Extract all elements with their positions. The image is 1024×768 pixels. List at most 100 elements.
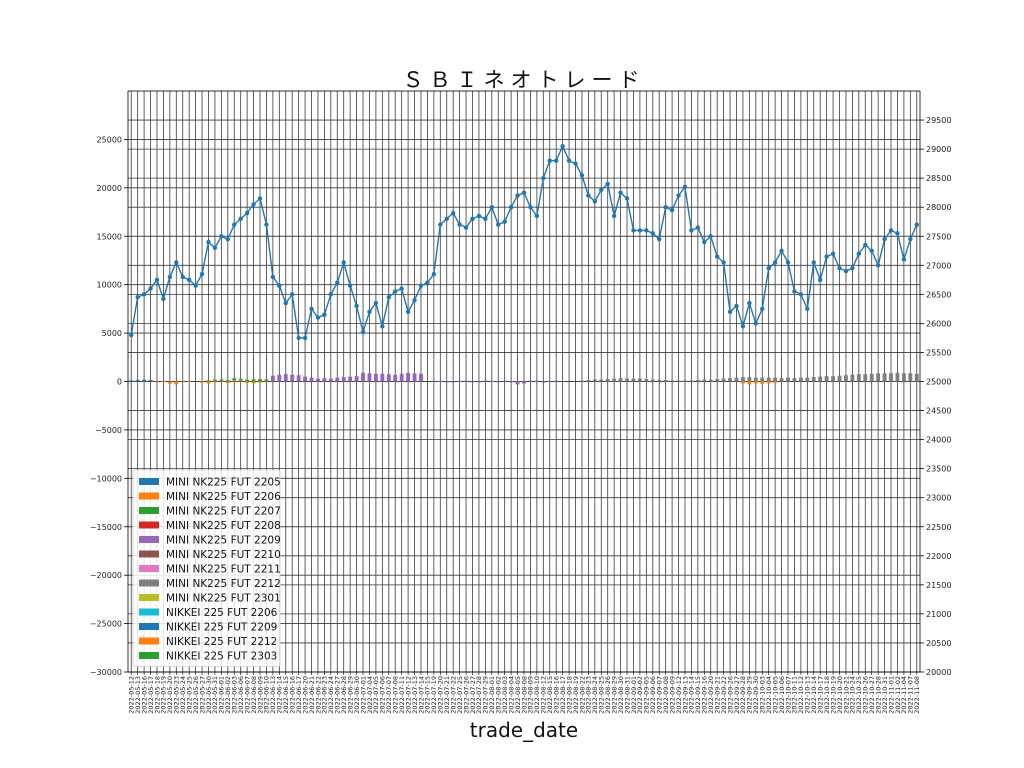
price-point [167, 274, 173, 280]
price-point [315, 315, 321, 320]
x-tick-label: 2022-05-13 [134, 676, 142, 714]
price-point [322, 312, 327, 317]
x-tick-label: 2022-08-25 [598, 676, 606, 714]
y-axis-left: −30000 −25000 −20000 −15000 −10000 −5000 0 5000… [90, 135, 128, 677]
x-tick-label: 2022-06-14 [276, 676, 284, 714]
x-tick-label: 2022-09-28 [739, 676, 747, 714]
x-tick-label: 2022-06-10 [263, 676, 271, 714]
bar [219, 379, 224, 381]
bar [766, 377, 771, 382]
price-point [373, 300, 379, 306]
bar [206, 381, 211, 384]
legend-label: NIKKEI 225 FUT 2206 [166, 607, 278, 619]
price-point [856, 251, 862, 256]
bar [856, 374, 861, 382]
x-tick-label: 2022-09-06 [649, 676, 657, 714]
price-point [367, 309, 372, 314]
bar [702, 379, 707, 382]
price-point [219, 234, 224, 239]
price-point [908, 236, 913, 242]
price-point [772, 260, 778, 265]
bar [753, 377, 758, 382]
bar [341, 377, 346, 382]
bar [225, 380, 230, 382]
bar [876, 373, 881, 382]
x-tick-label: 2022-08-12 [540, 676, 548, 714]
y2-tick-label: 22500 [926, 523, 951, 532]
price-point [283, 300, 288, 306]
bar [547, 380, 552, 382]
x-tick-label: 2022-10-18 [823, 676, 831, 714]
price-point [528, 205, 533, 210]
price-point [154, 277, 160, 283]
x-tick-label: 2022-05-25 [185, 676, 193, 714]
x-tick-label: 2022-06-22 [314, 676, 322, 714]
x-tick-label: 2022-07-05 [372, 676, 380, 714]
x-tick-label: 2022-07-12 [404, 676, 412, 714]
bar [251, 381, 256, 384]
bar [515, 381, 520, 385]
bar [592, 379, 597, 382]
y2-tick-label: 21500 [926, 581, 951, 590]
x-tick-label: 2022-11-02 [894, 676, 902, 714]
price-point [824, 254, 829, 259]
bar [431, 380, 436, 382]
x-tick-label: 2022-10-20 [836, 676, 844, 714]
legend-label: MINI NK225 FUT 2205 [166, 477, 281, 489]
x-tick-label: 2022-08-01 [488, 676, 496, 714]
bar [631, 378, 636, 382]
bar [212, 380, 217, 382]
x-tick-label: 2022-08-15 [546, 676, 554, 714]
price-point [341, 260, 346, 265]
legend-label: MINI NK225 FUT 2209 [166, 535, 281, 547]
y2-tick-label: 21000 [926, 610, 951, 619]
price-point [611, 213, 617, 219]
price-point [302, 335, 308, 341]
x-tick-label: 2022-09-15 [694, 676, 702, 714]
bar [612, 378, 617, 382]
price-point [277, 283, 282, 288]
legend-swatch [139, 637, 159, 645]
price-point [676, 193, 681, 198]
bar [676, 380, 681, 382]
price-point [483, 216, 488, 222]
x-tick-label: 2022-06-15 [282, 676, 290, 714]
bar [419, 373, 423, 382]
y2-tick-label: 28000 [926, 203, 951, 212]
x-tick-label: 2022-07-19 [430, 676, 438, 714]
bar [528, 380, 533, 382]
x-tick-label: 2022-08-31 [623, 676, 631, 714]
price-point [309, 306, 314, 312]
bar [502, 380, 507, 382]
x-tick-label: 2022-08-05 [514, 676, 522, 714]
y2-tick-label: 24000 [926, 436, 951, 445]
x-tick-label: 2022-09-05 [643, 676, 651, 714]
x-tick-label: 2022-06-30 [353, 676, 361, 714]
bar [270, 375, 275, 382]
bar [650, 379, 655, 382]
price-point [289, 292, 295, 297]
bar [644, 379, 649, 382]
price-point [541, 175, 546, 181]
price-point [212, 245, 218, 251]
x-tick-label: 2022-09-16 [701, 676, 709, 714]
price-point [663, 205, 668, 210]
x-tick-label: 2022-09-20 [707, 676, 715, 714]
bar [657, 380, 662, 382]
bar [708, 379, 713, 382]
bar [580, 380, 584, 382]
bar [786, 377, 790, 382]
x-tick-label: 2022-08-23 [585, 676, 593, 714]
x-tick-label: 2022-10-07 [784, 676, 792, 714]
x-tick-label: 2022-08-22 [578, 676, 586, 714]
x-tick-label: 2022-09-01 [630, 676, 638, 714]
x-tick-label: 2022-06-27 [334, 676, 342, 714]
y2-tick-label: 20000 [926, 668, 951, 677]
price-point [869, 248, 874, 253]
bar [766, 381, 771, 384]
bar [444, 381, 449, 383]
x-tick-label: 2022-06-23 [321, 676, 329, 714]
bar [277, 374, 282, 382]
bar [747, 377, 752, 382]
price-point [702, 239, 707, 245]
